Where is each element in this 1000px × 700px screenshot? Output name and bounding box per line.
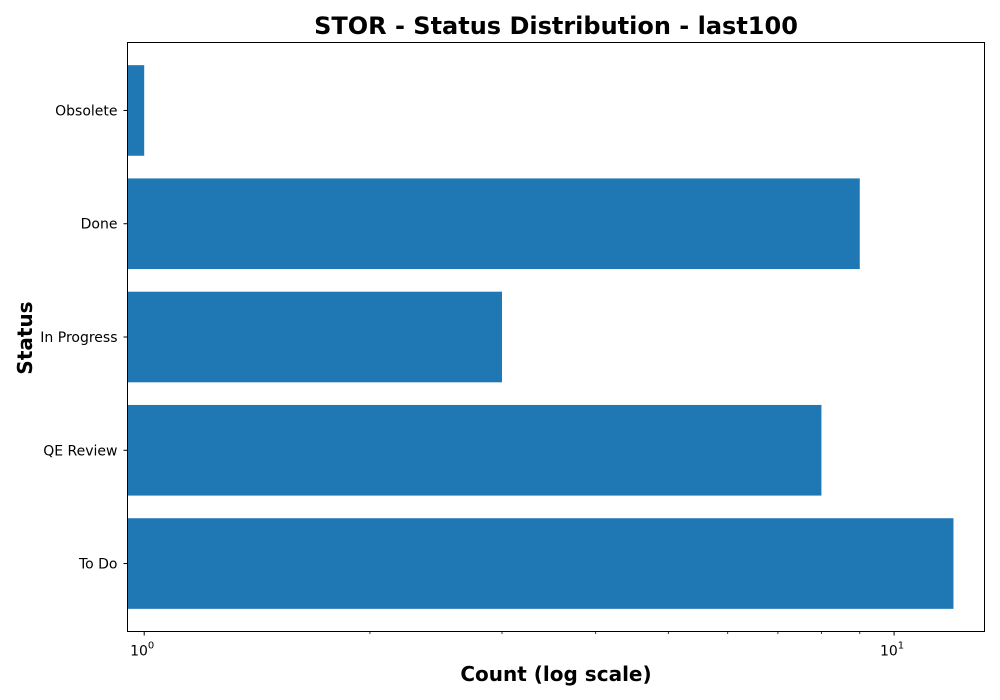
y-tick-label: QE Review [43, 443, 117, 459]
bar-obsolete [127, 65, 145, 156]
y-tick-label: To Do [78, 557, 118, 573]
y-tick-label: In Progress [40, 330, 117, 346]
bar-done [127, 178, 860, 270]
x-tick-label: 101 [880, 641, 904, 660]
y-axis-ticks: To Do QE Review In Progress Done Obsolete [40, 103, 128, 573]
bar-in-progress [127, 291, 502, 383]
plot-frame [127, 42, 985, 632]
x-axis-label: Count (log scale) [460, 662, 651, 686]
bars-group [127, 65, 954, 609]
y-axis-label: Status [13, 301, 37, 374]
y-tick-label: Done [81, 217, 118, 233]
chart-title: STOR - Status Distribution - last100 [314, 12, 798, 40]
x-axis-ticks: 100 101 [130, 631, 904, 660]
x-tick-label: 100 [130, 641, 154, 660]
y-tick-label: Obsolete [55, 103, 117, 119]
bar-to-do [127, 518, 954, 609]
bar-qe-review [127, 404, 822, 496]
